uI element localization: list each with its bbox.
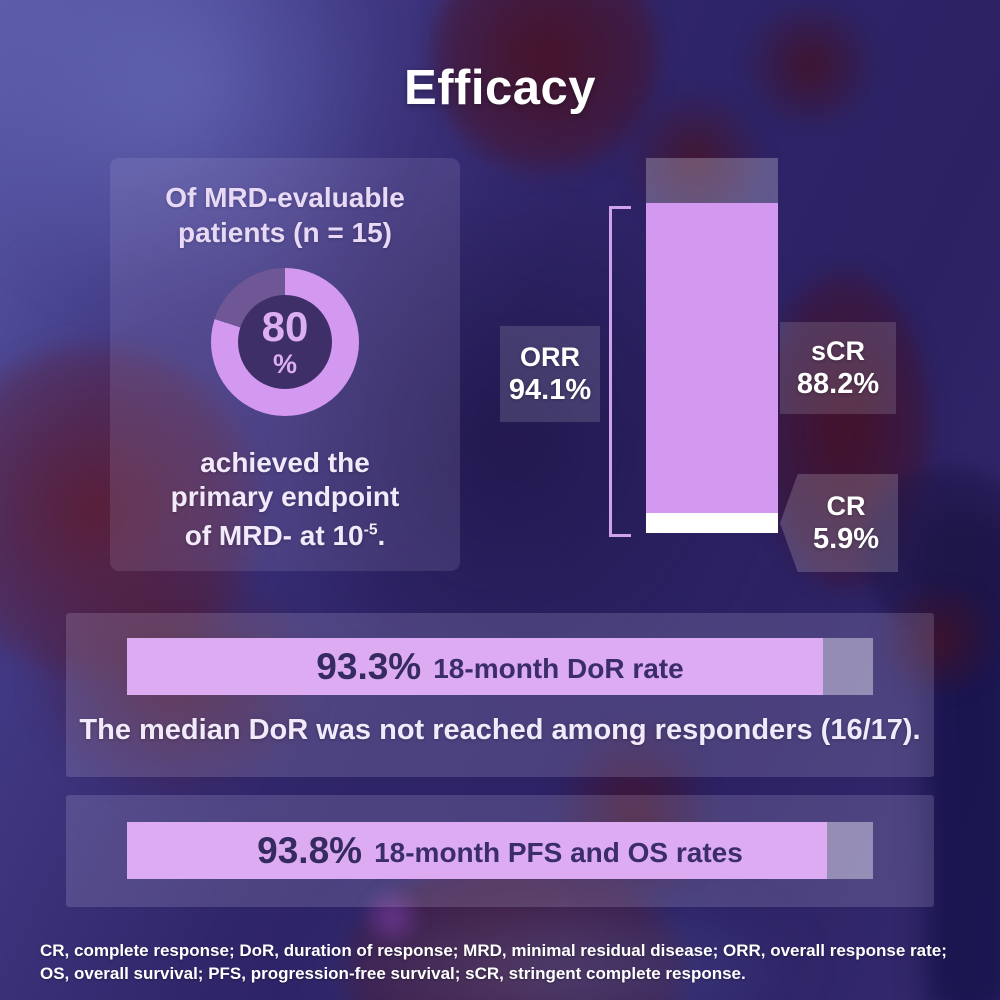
pfs-banner: 93.8% 18-month PFS and OS rates	[66, 795, 934, 907]
footnote-line2: OS, overall survival; PFS, progression-f…	[40, 964, 746, 983]
scr-label-box: sCR 88.2%	[780, 322, 896, 414]
dor-banner: 93.3% 18-month DoR rate The median DoR w…	[66, 613, 934, 777]
abbreviations-footnote: CR, complete response; DoR, duration of …	[40, 939, 970, 985]
orr-label: ORR	[520, 341, 580, 372]
mrd-caption-line2: primary endpoint	[170, 481, 400, 512]
page-title: Efficacy	[404, 61, 596, 115]
pfs-meter: 93.8% 18-month PFS and OS rates	[127, 822, 873, 879]
bar-segment-scr	[646, 203, 778, 514]
background-blob-maroon-bottom-right	[875, 585, 1000, 695]
bar-segment-remainder	[646, 158, 778, 203]
cr-label-flag: CR 5.9%	[780, 474, 898, 572]
scr-label: sCR	[810, 335, 865, 366]
mrd-heading: Of MRD-evaluable patients (n = 15)	[110, 180, 460, 250]
donut-hole: 80 %	[238, 295, 332, 389]
dor-label: 18-month DoR rate	[433, 652, 684, 684]
dor-value: 93.3%	[316, 646, 422, 687]
mrd-caption-line3: of MRD- at 10-5.	[185, 520, 386, 551]
cr-label: CR	[826, 490, 866, 521]
pfs-meter-text: 93.8% 18-month PFS and OS rates	[127, 822, 873, 879]
pfs-bar-rest	[826, 822, 873, 879]
bar-segment-cr	[646, 513, 778, 533]
footnote-line1: CR, complete response; DoR, duration of …	[40, 941, 947, 960]
scr-value: 88.2%	[796, 367, 880, 400]
mrd-caption-superscript: -5	[363, 522, 378, 539]
background-blob-purple-dot	[360, 885, 424, 949]
mrd-caption-line3-suffix: .	[377, 520, 386, 552]
dor-note: The median DoR was not reached among res…	[79, 714, 921, 746]
donut-chart: 80 %	[211, 268, 359, 416]
pfs-bar-fill	[127, 822, 827, 879]
dor-bar-rest	[823, 638, 873, 695]
mrd-caption: achieved the primary endpoint of MRD- at…	[110, 446, 460, 553]
response-stacked-bar	[646, 158, 778, 533]
orr-bracket	[609, 206, 631, 537]
dor-meter: 93.3% 18-month DoR rate	[127, 638, 873, 695]
mrd-heading-line2: patients (n = 15)	[178, 217, 392, 248]
orr-label-box: ORR 94.1%	[500, 326, 600, 422]
orr-value: 94.1%	[508, 373, 592, 406]
dor-bar-fill	[127, 638, 824, 695]
donut-percent-sign: %	[272, 349, 297, 379]
pfs-value: 93.8%	[257, 830, 363, 871]
mrd-heading-line1: Of MRD-evaluable	[165, 182, 405, 213]
donut-value: 80	[261, 303, 309, 350]
pfs-label: 18-month PFS and OS rates	[374, 836, 743, 868]
background-blob-maroon-top-right	[735, 5, 885, 125]
mrd-caption-line3-prefix: of MRD- at 10	[184, 520, 364, 552]
dor-meter-text: 93.3% 18-month DoR rate	[127, 638, 873, 695]
mrd-panel: Of MRD-evaluable patients (n = 15) 80 % …	[110, 158, 460, 571]
cr-value: 5.9%	[812, 522, 880, 555]
mrd-caption-line1: achieved the	[200, 447, 370, 478]
